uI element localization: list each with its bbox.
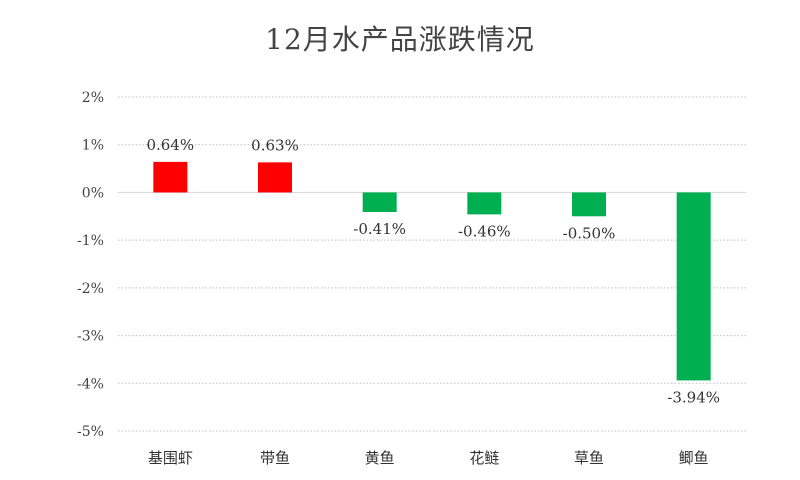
data-label: 0.63%: [251, 136, 299, 154]
data-label: -0.50%: [563, 224, 616, 242]
x-category-label: 花鲢: [469, 449, 499, 467]
y-tick-label: -1%: [77, 233, 104, 249]
y-tick-label: 0%: [82, 185, 104, 201]
bar: [467, 192, 502, 215]
data-label: -0.46%: [458, 222, 511, 240]
y-tick-label: 1%: [82, 138, 104, 154]
bar: [362, 192, 397, 212]
data-label: 0.64%: [147, 136, 195, 154]
x-category-label: 带鱼: [260, 449, 290, 467]
bar: [153, 161, 188, 193]
y-tick-label: 2%: [82, 90, 104, 106]
data-label: -0.41%: [353, 220, 406, 238]
bar: [258, 162, 292, 193]
x-category-label: 基围虾: [148, 449, 193, 467]
bar: [676, 192, 711, 381]
data-label: -3.94%: [667, 388, 720, 406]
chart-title: 12月水产品涨跌情况: [265, 23, 535, 56]
y-tick-label: -4%: [77, 376, 104, 392]
x-category-label: 草鱼: [574, 449, 604, 467]
y-tick-label: -3%: [77, 329, 104, 345]
y-tick-label: -2%: [77, 281, 104, 297]
x-category-label: 黄鱼: [365, 449, 395, 467]
bar: [572, 192, 606, 217]
x-category-label: 鲫鱼: [679, 449, 709, 467]
y-tick-label: -5%: [77, 424, 104, 440]
